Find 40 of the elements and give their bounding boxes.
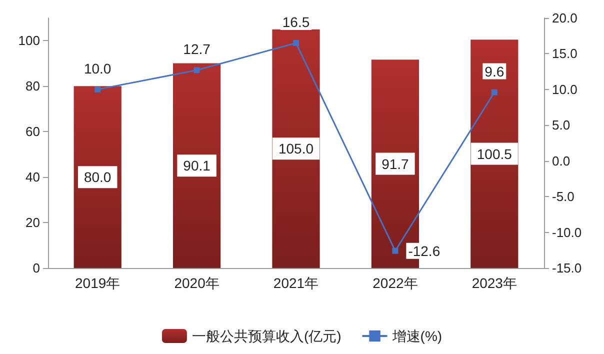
point	[194, 67, 200, 74]
point	[491, 89, 498, 96]
data-label: 91.7	[382, 156, 410, 172]
y-tick-label: 20	[26, 215, 40, 230]
x-tick-label: 2022年	[372, 275, 418, 291]
data-label: 9.6	[484, 63, 504, 80]
y-tick-label: 100	[18, 33, 40, 48]
bar	[172, 63, 221, 268]
x-tick-label: 2023年	[472, 275, 517, 291]
data-label: 100.5	[476, 146, 512, 162]
y-tick-label: 0	[32, 260, 40, 276]
y2-tick-label: -10.0	[552, 224, 582, 240]
y2-tick-label: 5.0	[552, 118, 570, 133]
y-tick-label: 80	[26, 78, 40, 94]
bar	[74, 86, 122, 268]
y-tick-label: 60	[26, 124, 40, 140]
point	[392, 248, 398, 254]
data-label: 90.1	[183, 158, 211, 174]
legend-label: 增速(%)	[391, 328, 442, 344]
x-tick-label: 2020年	[174, 275, 220, 291]
legend-label: 一般公共预算收入(亿元)	[192, 328, 342, 344]
bar	[470, 40, 518, 268]
y-tick-label: 40	[26, 170, 40, 185]
data-label: 105.0	[278, 140, 314, 157]
data-label: 16.5	[282, 14, 310, 30]
data-label: 80.0	[84, 169, 112, 186]
point	[293, 40, 299, 46]
y2-tick-label: -5.0	[552, 189, 574, 204]
y2-tick-label: -15.0	[552, 260, 582, 276]
x-tick-label: 2021年	[273, 275, 319, 291]
y2-tick-label: 15.0	[552, 46, 578, 62]
data-label: 10.0	[84, 60, 112, 76]
bar	[272, 29, 320, 268]
y2-tick-label: 10.0	[552, 82, 578, 97]
data-label: -12.6	[408, 242, 440, 259]
x-tick-label: 2019年	[75, 275, 120, 291]
y2-tick-label: 20.0	[552, 10, 578, 26]
point	[94, 86, 101, 92]
data-label: 12.7	[183, 41, 211, 58]
y2-tick-label: 0.0	[552, 153, 570, 168]
